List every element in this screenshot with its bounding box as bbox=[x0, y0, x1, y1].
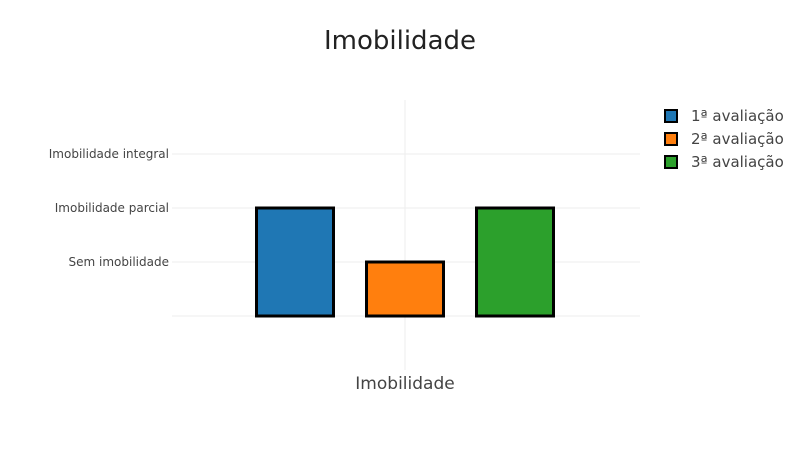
y-tick-label: Sem imobilidade bbox=[69, 255, 169, 269]
y-tick-label: Imobilidade integral bbox=[49, 147, 169, 161]
x-tick-label: Imobilidade bbox=[355, 374, 454, 394]
legend: 1ª avaliação 2ª avaliação 3ª avaliação bbox=[664, 107, 784, 171]
legend-swatch bbox=[664, 109, 678, 123]
legend-label: 3ª avaliação bbox=[691, 153, 784, 171]
bar-series-3 bbox=[475, 206, 555, 318]
bar-series-1 bbox=[255, 206, 335, 318]
y-axis-ticks: Sem imobilidade Imobilidade parcial Imobil… bbox=[49, 147, 169, 269]
legend-swatch bbox=[664, 132, 678, 146]
gridlines bbox=[172, 100, 640, 370]
bars bbox=[255, 206, 555, 318]
bar-series-2 bbox=[365, 260, 445, 318]
legend-label: 2ª avaliação bbox=[691, 130, 784, 148]
legend-swatch bbox=[664, 155, 678, 169]
legend-label: 1ª avaliação bbox=[691, 107, 784, 125]
y-tick-label: Imobilidade parcial bbox=[55, 201, 169, 215]
chart-title: Imobilidade bbox=[324, 26, 476, 56]
